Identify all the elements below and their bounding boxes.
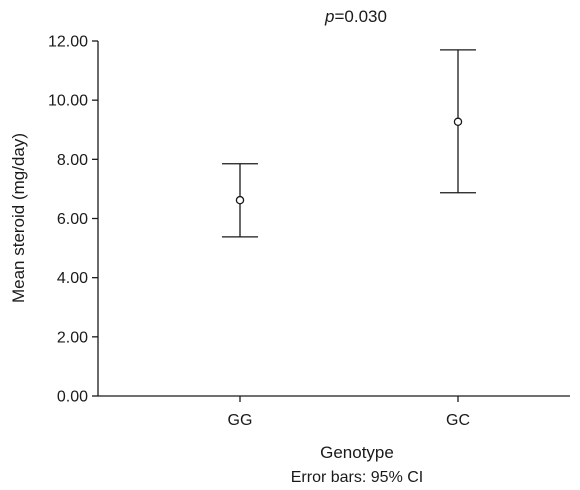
y-tick-label: 4.00	[57, 270, 88, 287]
error-bar-series	[222, 49, 476, 238]
x-tick-label: GC	[446, 412, 470, 429]
y-tick-label: 12.00	[48, 34, 88, 51]
p-value-symbol: p	[324, 7, 334, 26]
x-tick-label: GG	[228, 412, 253, 429]
error-bar-group	[440, 49, 476, 194]
error-bar-group	[222, 163, 258, 238]
y-tick-label: 0.00	[57, 389, 88, 406]
y-tick-label: 8.00	[57, 152, 88, 169]
p-value-text: =0.030	[334, 7, 386, 26]
y-tick-label: 10.00	[48, 93, 88, 110]
y-axis-ticks: 0.00 2.00 4.00 6.00 8.00 10.00 12.00	[48, 34, 98, 406]
x-axis-ticks: GG GC	[228, 396, 470, 429]
y-axis-title: Mean steroid (mg/day)	[9, 133, 28, 303]
y-tick-label: 6.00	[57, 211, 88, 228]
error-bars-caption: Error bars: 95% CI	[291, 469, 423, 486]
y-tick-label: 2.00	[57, 329, 88, 346]
x-axis-title: Genotype	[320, 443, 394, 462]
mean-point	[235, 195, 245, 205]
p-value-annotation: p=0.030	[324, 7, 387, 26]
mean-point	[453, 117, 463, 127]
